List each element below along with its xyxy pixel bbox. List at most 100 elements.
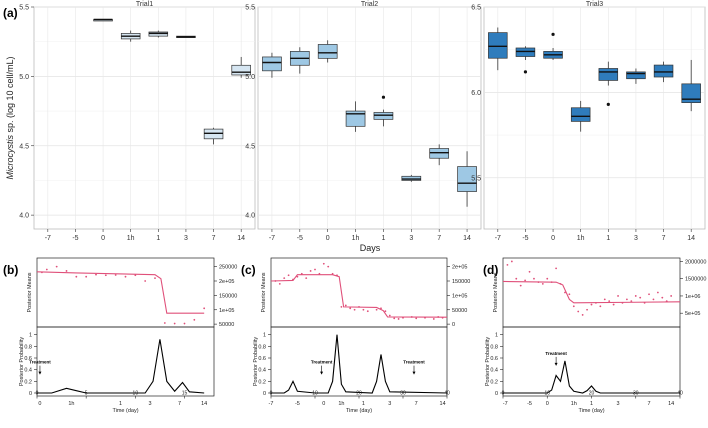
bottom-plot-frame xyxy=(36,326,215,397)
mean-point xyxy=(670,295,673,297)
facet-background xyxy=(483,6,706,230)
mean-point xyxy=(349,307,352,310)
posterior-mean-line xyxy=(270,274,448,318)
x-tick-label: 0 xyxy=(551,235,555,242)
mean-point xyxy=(648,293,650,296)
x-tick-numeric-label: 0 xyxy=(502,391,505,397)
mean-point xyxy=(283,277,286,280)
x-tick-label: 0 xyxy=(101,235,105,242)
x-tick-label: -5 xyxy=(297,235,303,242)
bottom-y-tick-label: 0.2 xyxy=(258,379,266,385)
x-axis-label: Time (day) xyxy=(346,408,372,414)
x-tick-numeric-label: 10 xyxy=(312,391,318,397)
box--5 xyxy=(289,47,310,74)
facet-trial2: Trial2 -7 -5 0 1h 1 3 7 14 4.0 4.5 5.0 5.5 xyxy=(245,1,482,242)
top-y-axis-label: Posterior Means xyxy=(261,272,267,312)
bottom-y-tick-label: 0.8 xyxy=(258,344,266,350)
mean-point xyxy=(154,277,156,280)
bottom-y-tick-label: 0.4 xyxy=(490,368,498,374)
mean-point xyxy=(519,284,522,287)
mean-point xyxy=(388,314,391,317)
x-tick-numeric-label: 30 xyxy=(633,391,639,397)
bottom-y-tick-label: 0.4 xyxy=(24,368,32,374)
treatment-annotation-label: Treatment xyxy=(545,351,567,356)
box-1h xyxy=(120,30,141,42)
y-axis-label-italic: Microcystis xyxy=(5,135,15,180)
mean-point xyxy=(278,282,281,285)
posterior-probability-line xyxy=(503,360,680,394)
mean-point xyxy=(661,296,664,299)
x-tick-day-label: 14 xyxy=(668,401,674,407)
mean-point xyxy=(506,264,509,266)
mean-point xyxy=(393,317,396,320)
bottom-y-tick-label: 1 xyxy=(29,333,32,339)
mean-point xyxy=(634,295,637,297)
mean-point xyxy=(612,303,615,306)
panel-label: (c) xyxy=(241,263,256,277)
box-7 xyxy=(653,61,674,83)
posterior-mean-line xyxy=(36,271,205,314)
x-tick-day-label: 1 xyxy=(590,401,593,407)
top-y-axis-label: Posterior Means xyxy=(27,272,33,312)
mean-point xyxy=(309,270,312,272)
box-iqr xyxy=(231,64,251,76)
x-tick-label: 1h xyxy=(577,235,585,242)
x-tick-day-label: 0 xyxy=(38,401,41,407)
facet-strip-label: Trial3 xyxy=(586,1,603,8)
outlier-point xyxy=(381,95,386,99)
treatment-annotation-label: Treatment xyxy=(29,360,51,365)
x-tick-numeric-label: 20 xyxy=(589,391,595,397)
mean-point xyxy=(104,274,107,277)
bottom-y-tick-label: 0 xyxy=(29,391,32,397)
mean-point xyxy=(322,262,325,265)
x-tick-label: 14 xyxy=(463,235,471,242)
y-tick-label: 5.0 xyxy=(245,74,255,81)
x-tick-day-label: 1 xyxy=(119,401,122,407)
x-tick-day-label: 1h xyxy=(68,401,74,407)
mean-point xyxy=(533,277,535,280)
mean-point xyxy=(95,273,97,276)
box-iqr xyxy=(570,107,591,122)
bottom-y-tick-label: 0.6 xyxy=(490,356,498,362)
bottom-y-tick-label: 0.2 xyxy=(490,379,498,385)
mean-point xyxy=(590,303,593,306)
box-1 xyxy=(373,95,394,127)
x-tick-day-label: -5 xyxy=(527,401,532,407)
box-3 xyxy=(401,174,422,182)
facet-strip-label: Trial1 xyxy=(136,1,153,8)
y-tick-label: 4.0 xyxy=(245,213,255,220)
bottom-y-tick-label: 0.6 xyxy=(258,356,266,362)
mean-point xyxy=(608,300,611,303)
mean-point xyxy=(528,270,531,273)
mean-point xyxy=(314,268,316,271)
bottom-y-tick-label: 0.8 xyxy=(24,344,32,350)
x-tick-label: 1 xyxy=(381,235,385,242)
outlier-point xyxy=(523,70,528,74)
box-iqr xyxy=(262,56,282,72)
x-tick-label: 7 xyxy=(437,235,441,242)
x-tick-day-label: 1h xyxy=(571,401,577,407)
box-0 xyxy=(93,18,113,22)
box-14 xyxy=(231,56,251,78)
mean-point xyxy=(296,275,299,278)
panel-label: (d) xyxy=(483,263,498,277)
x-tick-day-label: -7 xyxy=(503,401,508,407)
bottom-y-tick-label: 1 xyxy=(263,333,266,339)
mean-point xyxy=(287,274,290,277)
box-0 xyxy=(317,40,338,63)
box-14 xyxy=(457,151,477,207)
box-iqr xyxy=(626,71,646,80)
top-y-tick-label: 150000 xyxy=(219,293,237,299)
y-tick-label: 4.5 xyxy=(19,143,29,150)
top-y-tick-label: 1e+05 xyxy=(219,308,234,314)
box--7 xyxy=(262,52,282,78)
bottom-y-axis-label: Posterior Probability xyxy=(253,337,259,386)
mean-point xyxy=(344,304,347,307)
x-tick-numeric-label: 40 xyxy=(677,391,683,397)
x-tick-label: 7 xyxy=(212,235,216,242)
bottom-y-tick-label: 0.2 xyxy=(24,379,32,385)
mean-point xyxy=(564,291,566,294)
top-y-tick-label: 2e+05 xyxy=(452,265,467,271)
top-y-tick-label: 2e+05 xyxy=(219,279,234,285)
